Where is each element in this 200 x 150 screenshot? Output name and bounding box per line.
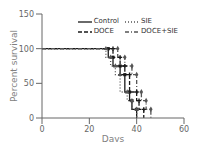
svg-text:0: 0 [29,114,34,123]
svg-text:40: 40 [132,125,142,134]
svg-text:50: 50 [24,79,34,88]
svg-text:0: 0 [39,125,44,134]
svg-text:Percent survival: Percent survival [9,30,19,102]
html-text:DOCE: DOCE [93,27,114,35]
svg-text:Days: Days [102,134,125,142]
svg-text:100: 100 [19,45,34,54]
html-text:Control: Control [93,17,119,25]
html-text:DOCE+SIE: DOCE+SIE [141,27,178,35]
svg-text:60: 60 [179,125,189,134]
svg-text:150: 150 [19,10,34,19]
html-text:SIE: SIE [141,17,152,25]
svg-text:20: 20 [84,125,94,134]
